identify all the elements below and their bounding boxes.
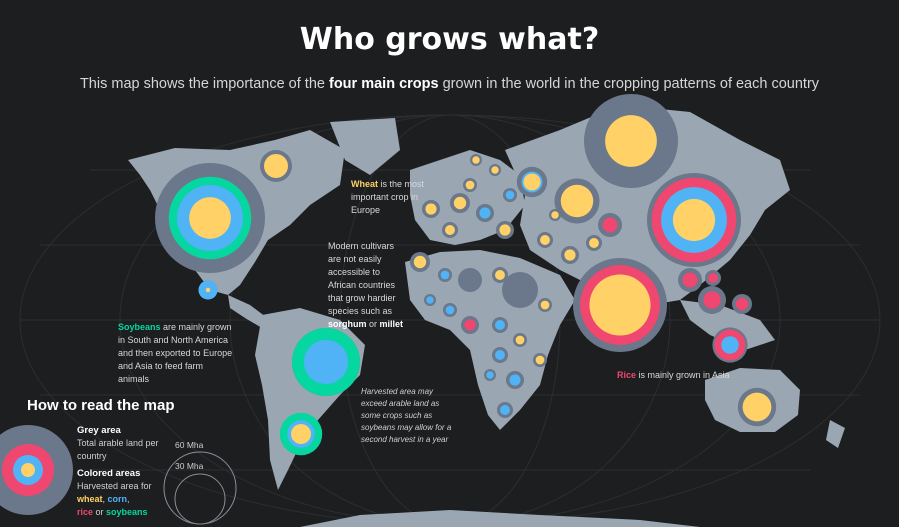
glyph-india-wheat	[589, 274, 651, 336]
legend-graphic	[0, 425, 237, 525]
small-glyph-10-arable	[502, 272, 538, 308]
glyph-ukraine-wheat	[523, 173, 541, 191]
glyph-mexico-wheat	[205, 287, 211, 293]
small-glyph-24-crop	[589, 238, 599, 248]
legend-size-30-label: 30 Mha	[175, 461, 204, 471]
soybeans-annotation: Soybeans are mainly grown in South and N…	[118, 322, 233, 384]
small-glyph-15-crop	[495, 320, 505, 330]
small-glyph-25-crop	[602, 217, 618, 233]
small-glyph-7-crop	[440, 270, 450, 280]
glyph-indonesia-corn	[721, 336, 739, 354]
small-glyph-19-crop	[509, 374, 521, 386]
glyph-brazil-corn	[303, 339, 349, 385]
small-glyph-22-crop	[540, 235, 550, 245]
small-glyph-29-crop	[708, 273, 718, 283]
legend-wheat-dot	[21, 463, 35, 477]
new-zealand-land	[826, 420, 845, 448]
glyph-usa-wheat	[189, 197, 231, 239]
small-glyph-8-arable	[458, 268, 482, 292]
harvest-annotation: Harvested area may exceed arable land as…	[361, 387, 452, 444]
small-glyph-2-crop	[479, 207, 491, 219]
small-glyph-0-crop	[425, 203, 437, 215]
small-glyph-13-crop	[445, 305, 455, 315]
small-glyph-16-crop	[515, 335, 525, 345]
page-subtitle: This map shows the importance of the fou…	[79, 76, 820, 92]
legend-size-60-label: 60 Mha	[175, 440, 204, 450]
glyph-argentina-wheat	[291, 424, 311, 444]
small-glyph-32-crop	[505, 190, 515, 200]
legend-title: How to read the map	[27, 397, 175, 414]
small-glyph-5-crop	[445, 225, 455, 235]
small-glyph-3-crop	[499, 224, 511, 236]
southeast-asia-land	[680, 300, 775, 350]
glyph-china-wheat	[672, 198, 716, 242]
greenland-land	[330, 118, 400, 175]
page-title: Who grows what?	[299, 22, 600, 57]
small-glyph-6-crop	[413, 255, 427, 269]
glyph-australia-wheat	[742, 392, 772, 422]
central-america-land	[228, 295, 270, 328]
small-glyph-20-crop	[535, 355, 545, 365]
small-glyph-33-crop	[551, 211, 559, 219]
small-glyph-31-crop	[491, 166, 499, 174]
small-glyph-30-crop	[472, 156, 480, 164]
small-glyph-14-crop	[464, 319, 476, 331]
small-glyph-23-crop	[564, 249, 576, 261]
small-glyph-26-crop	[682, 272, 698, 288]
small-glyph-9-crop	[495, 270, 505, 280]
legend-grey-text: Grey area Total arable land per country	[77, 425, 159, 461]
small-glyph-27-crop	[703, 291, 721, 309]
small-glyph-12-crop	[426, 296, 434, 304]
legend-size-30	[174, 473, 226, 525]
small-glyph-1-crop	[453, 196, 467, 210]
small-glyph-11-crop	[540, 300, 550, 310]
crop-glyphs	[155, 94, 777, 456]
glyph-russia-wheat	[605, 115, 657, 167]
small-glyph-28-crop	[735, 297, 749, 311]
legend-colored-text: Colored areas Harvested area for wheat, c…	[77, 468, 152, 517]
small-glyph-17-crop	[495, 350, 505, 360]
small-glyph-18-crop	[486, 371, 494, 379]
small-glyph-21-crop	[500, 405, 510, 415]
glyph-kazakhstan-wheat	[560, 184, 594, 218]
wheat-annotation: Wheat is the most important crop in Euro…	[351, 179, 425, 215]
antarctica-land	[300, 510, 700, 527]
africa-annotation: Modern cultivars are not easily accessib…	[328, 241, 404, 329]
glyph-canada-wheat	[264, 154, 288, 178]
rice-annotation: Rice is mainly grown in Asia	[617, 370, 730, 380]
small-glyph-4-crop	[465, 180, 475, 190]
